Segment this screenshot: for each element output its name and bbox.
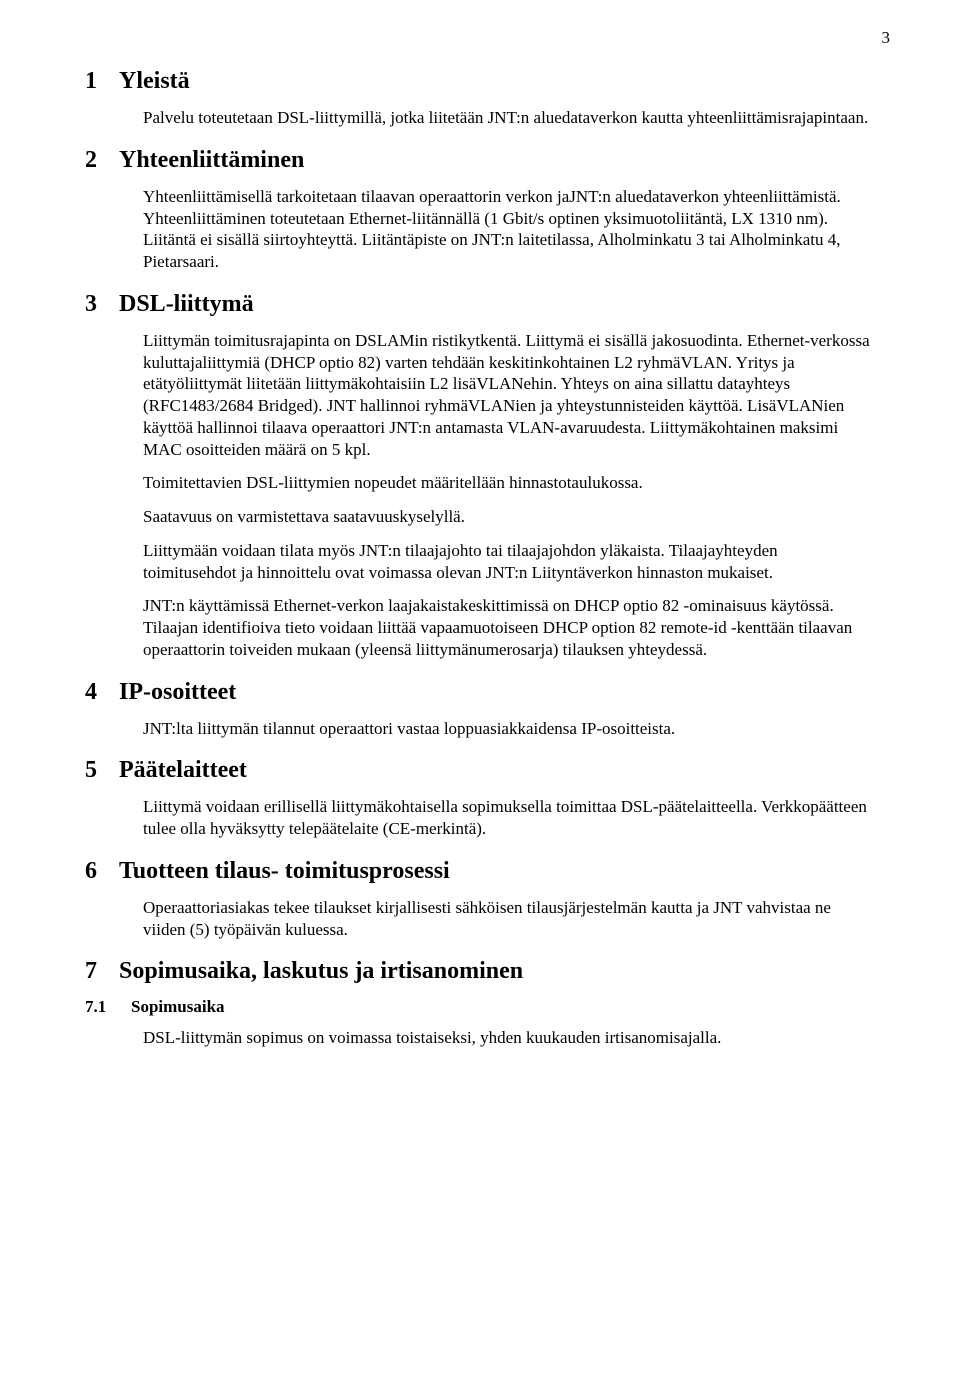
section-title: Tuotteen tilaus- toimitusprosessi: [119, 858, 450, 885]
section: 1Yleistä Palvelu toteutetaan DSL-liittymi…: [85, 68, 875, 129]
section-number: 3: [85, 291, 119, 318]
section-heading: 7Sopimusaika, laskutus ja irtisanominen: [85, 958, 875, 985]
section-title: Päätelaitteet: [119, 757, 247, 784]
section-number: 7: [85, 958, 119, 985]
section-heading: 3DSL-liittymä: [85, 291, 875, 318]
section-number: 5: [85, 757, 119, 784]
section-body: Operaattoriasiakas tekee tilaukset kirja…: [143, 897, 875, 941]
section-heading: 6Tuotteen tilaus- toimitusprosessi: [85, 858, 875, 885]
section-body: Liittymän toimitusrajapinta on DSLAMin r…: [143, 330, 875, 661]
section: 7Sopimusaika, laskutus ja irtisanominen7…: [85, 958, 875, 1049]
paragraph: Saatavuus on varmistettava saatavuuskyse…: [143, 506, 875, 528]
subsection-heading: 7.1Sopimusaika: [85, 997, 875, 1017]
paragraph: Operaattoriasiakas tekee tilaukset kirja…: [143, 897, 875, 941]
subsection-body: DSL-liittymän sopimus on voimassa toista…: [143, 1027, 875, 1049]
paragraph: Yhteenliittämisellä tarkoitetaan tilaava…: [143, 186, 875, 273]
paragraph: Palvelu toteutetaan DSL-liittymillä, jot…: [143, 107, 875, 129]
section: 3DSL-liittymä Liittymän toimitusrajapinta…: [85, 291, 875, 661]
section-body: Palvelu toteutetaan DSL-liittymillä, jot…: [143, 107, 875, 129]
page-number: 3: [882, 28, 891, 48]
section-number: 1: [85, 68, 119, 95]
section-number: 6: [85, 858, 119, 885]
paragraph: Liittymän toimitusrajapinta on DSLAMin r…: [143, 330, 875, 461]
section-title: Sopimusaika, laskutus ja irtisanominen: [119, 958, 523, 985]
section: 5Päätelaitteet Liittymä voidaan erillisel…: [85, 757, 875, 840]
section: 4IP-osoitteet JNT:lta liittymän tilannut …: [85, 679, 875, 740]
section: 2Yhteenliittäminen Yhteenliittämisellä ta…: [85, 147, 875, 273]
section-number: 4: [85, 679, 119, 706]
paragraph: Liittymä voidaan erillisellä liittymäkoh…: [143, 796, 875, 840]
section-heading: 2Yhteenliittäminen: [85, 147, 875, 174]
section-number: 2: [85, 147, 119, 174]
paragraph: JNT:lta liittymän tilannut operaattori v…: [143, 718, 875, 740]
section-body: JNT:lta liittymän tilannut operaattori v…: [143, 718, 875, 740]
section-heading: 5Päätelaitteet: [85, 757, 875, 784]
section-title: Yhteenliittäminen: [119, 147, 304, 174]
subsection-title: Sopimusaika: [131, 997, 225, 1017]
paragraph: DSL-liittymän sopimus on voimassa toista…: [143, 1027, 875, 1049]
section-body: Liittymä voidaan erillisellä liittymäkoh…: [143, 796, 875, 840]
subsection-number: 7.1: [85, 997, 131, 1017]
paragraph: JNT:n käyttämissä Ethernet-verkon laajak…: [143, 595, 875, 660]
section-title: DSL-liittymä: [119, 291, 254, 318]
section-title: Yleistä: [119, 68, 190, 95]
section-body: Yhteenliittämisellä tarkoitetaan tilaava…: [143, 186, 875, 273]
section-title: IP-osoitteet: [119, 679, 236, 706]
paragraph: Toimitettavien DSL-liittymien nopeudet m…: [143, 472, 875, 494]
document-page: 3 1Yleistä Palvelu toteutetaan DSL-liitty…: [0, 0, 960, 1127]
document-content: 1Yleistä Palvelu toteutetaan DSL-liittymi…: [85, 68, 875, 1049]
section-heading: 4IP-osoitteet: [85, 679, 875, 706]
section: 6Tuotteen tilaus- toimitusprosessi Operaa…: [85, 858, 875, 941]
section-heading: 1Yleistä: [85, 68, 875, 95]
paragraph: Liittymään voidaan tilata myös JNT:n til…: [143, 540, 875, 584]
